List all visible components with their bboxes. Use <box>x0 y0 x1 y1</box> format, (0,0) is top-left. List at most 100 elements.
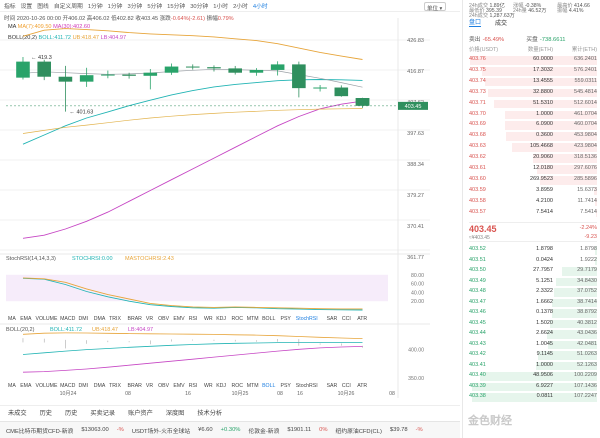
ask-row[interactable]: 403.57 7.5414 7.5414 <box>469 208 597 218</box>
candle[interactable] <box>101 70 115 79</box>
bottom-tab[interactable]: 未成交 <box>8 410 27 417</box>
indicator-tab-2[interactable]: VR <box>146 383 153 389</box>
indicator-tab[interactable]: MTM <box>247 316 259 322</box>
ask-row[interactable]: 403.61 12.0180 297.6076 <box>469 165 597 174</box>
indicator-tab-2[interactable]: TRIX <box>109 383 121 389</box>
toolbar-item[interactable]: 5分钟 <box>147 4 163 10</box>
candle[interactable] <box>228 65 242 75</box>
indicator-tab[interactable]: RSI <box>189 316 198 322</box>
indicator-tab-2[interactable]: MA <box>8 383 16 389</box>
indicator-tab-2[interactable]: WR <box>204 383 213 389</box>
ticker-name[interactable]: 伦敦金-新浪 <box>248 428 280 435</box>
candle[interactable] <box>122 72 136 79</box>
indicator-tab-2[interactable]: PSY <box>281 383 292 389</box>
indicator-tab-2[interactable]: StochRSI <box>296 383 318 389</box>
ticker-name[interactable]: CME比特币期货CFD-新浪 <box>6 428 74 435</box>
ask-row[interactable]: 403.63 105.4668 423.9804 <box>469 143 597 152</box>
ask-row[interactable]: 403.75 17.3032 576.2401 <box>469 66 597 76</box>
ask-row[interactable]: 403.59 3.8959 15.6373 <box>469 186 597 196</box>
indicator-tab[interactable]: BRAR <box>128 316 143 322</box>
indicator-tab-2[interactable]: ROC <box>232 383 244 389</box>
unit-select[interactable]: 单位 ▾ <box>424 2 446 12</box>
indicator-tab-2[interactable]: EMA <box>20 383 32 389</box>
toolbar-item[interactable]: 15分钟 <box>167 4 186 10</box>
indicator-tab[interactable]: ATR <box>357 316 367 322</box>
toolbar-item[interactable]: 1小时 <box>213 4 229 10</box>
candle[interactable] <box>334 85 349 97</box>
toolbar-item[interactable]: 3分钟 <box>127 4 143 10</box>
indicator-tab[interactable]: MACD <box>60 316 76 322</box>
indicator-tab[interactable]: SAR <box>327 316 338 322</box>
bid-row[interactable]: 403.38 0.0811 107.2247 <box>469 393 597 402</box>
indicator-tab[interactable]: OBV <box>158 316 169 322</box>
bid-row[interactable]: 403.42 9.1145 51.0263 <box>469 351 597 360</box>
toolbar-item[interactable]: 指标 <box>4 4 16 10</box>
indicator-tab[interactable]: TRIX <box>109 316 121 322</box>
toolbar-item[interactable]: 4小时 <box>252 4 268 10</box>
candle[interactable] <box>249 68 264 76</box>
indicator-tab[interactable]: ROC <box>232 316 244 322</box>
indicator-tab[interactable]: EMA <box>20 316 32 322</box>
toolbar-item[interactable]: 1分钟 <box>87 4 103 10</box>
indicator-tab[interactable]: PSY <box>281 316 292 322</box>
toolbar-item[interactable]: 设置 <box>20 4 33 10</box>
bid-row[interactable]: 403.46 0.1378 38.8792 <box>469 309 597 318</box>
candle[interactable] <box>207 65 221 72</box>
indicator-tab-2[interactable]: KDJ <box>216 383 226 389</box>
indicator-tab-2[interactable]: RSI <box>189 383 198 389</box>
indicator-tab[interactable]: StochRSI <box>296 316 318 322</box>
candle[interactable] <box>292 61 306 98</box>
ask-row[interactable]: 403.62 20.9060 318.5136 <box>469 154 597 163</box>
indicator-tab[interactable]: EMV <box>173 316 185 322</box>
toolbar-item[interactable]: 自定义周期 <box>53 4 83 10</box>
indicator-tab[interactable]: BOLL <box>262 316 275 322</box>
indicator-tab[interactable]: VOLUME <box>36 316 58 322</box>
bid-row[interactable]: 403.44 2.6624 43.0436 <box>469 330 597 339</box>
indicator-tab[interactable]: DMI <box>79 316 89 322</box>
toolbar-item[interactable]: 30分钟 <box>190 4 209 10</box>
bottom-tab[interactable]: 技术分析 <box>197 410 223 417</box>
candle[interactable] <box>185 64 200 70</box>
candle[interactable] <box>143 69 158 90</box>
bottom-tab[interactable]: 账户资产 <box>128 410 153 417</box>
candle[interactable] <box>37 59 51 81</box>
indicator-tab-2[interactable]: ATR <box>357 383 367 389</box>
indicator-tab-2[interactable]: DMA <box>94 383 106 389</box>
indicator-tab-2[interactable]: DMI <box>79 383 89 389</box>
orderbook-tab[interactable]: 盘口 <box>469 17 482 27</box>
ask-row[interactable]: 403.68 0.3600 453.9804 <box>469 132 597 141</box>
ask-row[interactable]: 403.69 6.0900 460.0704 <box>469 121 597 131</box>
indicator-tab[interactable]: DMA <box>94 316 106 322</box>
ask-row[interactable]: 403.60 269.9523 285.5896 <box>469 175 597 185</box>
bid-row[interactable]: 403.39 6.9227 107.1436 <box>469 382 597 392</box>
bid-row[interactable]: 403.49 5.1251 34.8430 <box>469 277 597 287</box>
indicator-tab-2[interactable]: OBV <box>158 383 169 389</box>
toolbar-item[interactable]: 图线 <box>37 4 49 10</box>
toolbar-item[interactable]: 1分钟 <box>107 4 123 10</box>
indicator-tab-2[interactable]: SAR <box>327 383 338 389</box>
indicator-tab-2[interactable]: BOLL <box>262 383 275 389</box>
indicator-tab-2[interactable]: MACD <box>60 383 76 389</box>
bid-row[interactable]: 403.52 1.8798 1.8798 <box>469 246 597 255</box>
bid-row[interactable]: 403.41 1.0000 52.1263 <box>469 361 597 371</box>
bid-row[interactable]: 403.40 48.9506 100.2209 <box>469 372 597 381</box>
indicator-tab-2[interactable]: VOLUME <box>36 383 58 389</box>
indicator-tab-2[interactable]: EMV <box>173 383 185 389</box>
bid-row[interactable]: 403.45 1.5020 40.3812 <box>469 319 597 329</box>
ask-row[interactable]: 403.76 60.0000 636.2401 <box>469 56 597 65</box>
candle[interactable] <box>270 61 285 76</box>
indicator-tab[interactable]: MA <box>8 316 16 322</box>
ticker-name[interactable]: USDT场外-火币全球站 <box>131 428 191 435</box>
ask-row[interactable]: 403.71 51.5310 512.6014 <box>469 99 597 109</box>
bottom-tab[interactable]: 历史 <box>64 410 78 417</box>
bottom-tab[interactable]: 买卖记录 <box>90 410 116 417</box>
indicator-tab[interactable]: WR <box>204 316 213 322</box>
candle[interactable] <box>58 65 73 112</box>
indicator-tab[interactable]: KDJ <box>216 316 226 322</box>
bottom-tab[interactable]: 历史 <box>39 410 52 417</box>
toolbar-item[interactable]: 2小时 <box>233 4 248 10</box>
orderbook-tab[interactable]: 成交 <box>495 20 508 27</box>
ask-row[interactable]: 403.58 4.2100 11.7414 <box>469 197 597 207</box>
candle[interactable] <box>164 63 179 75</box>
bid-row[interactable]: 403.43 1.0045 42.0481 <box>469 340 597 350</box>
